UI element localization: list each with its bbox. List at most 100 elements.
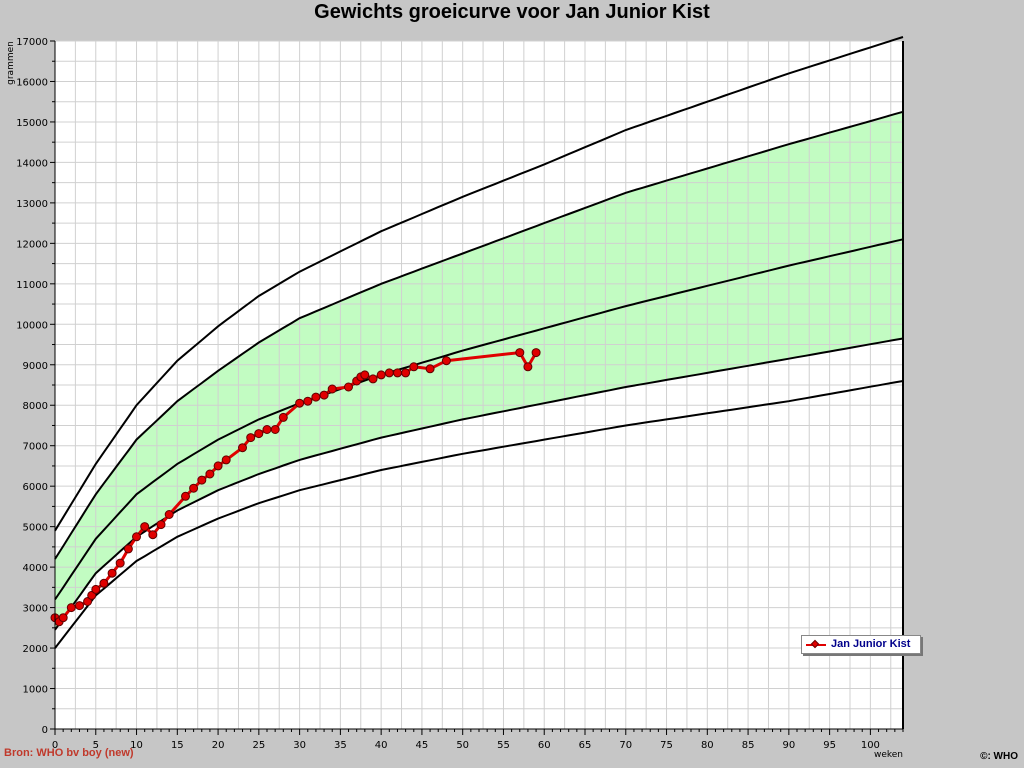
data-point <box>123 544 133 554</box>
x-tick-label: 25 <box>252 740 265 751</box>
y-tick-label: 15000 <box>16 118 48 129</box>
x-axis-label: weken <box>874 750 903 760</box>
data-point <box>515 348 525 358</box>
y-tick-label: 14000 <box>16 158 48 169</box>
chart-title: Gewichts groeicurve voor Jan Junior Kist <box>314 1 710 23</box>
x-tick-label: 85 <box>742 740 755 751</box>
data-point <box>425 364 435 374</box>
y-tick-label: 13000 <box>16 199 48 210</box>
data-point <box>327 384 337 394</box>
legend-marker-icon <box>806 644 826 646</box>
x-tick-label: 65 <box>579 740 592 751</box>
x-tick-label: 0 <box>52 740 58 751</box>
data-point <box>189 483 199 493</box>
data-point <box>441 356 451 366</box>
data-point <box>75 601 84 611</box>
data-point <box>58 613 68 623</box>
data-point <box>205 469 215 479</box>
y-tick-label: 1000 <box>23 685 48 696</box>
y-tick-label: 3000 <box>23 604 48 615</box>
normal-range-band <box>55 111 903 630</box>
x-tick-label: 100 <box>861 740 880 751</box>
data-point <box>246 433 256 443</box>
x-tick-label: 90 <box>782 740 795 751</box>
x-tick-label: 95 <box>823 740 836 751</box>
source-label: Bron: WHO bv boy (new) <box>4 747 134 759</box>
x-tick-label: 50 <box>456 740 469 751</box>
data-point <box>91 584 101 594</box>
data-point <box>132 532 141 542</box>
x-tick-label: 30 <box>293 740 306 751</box>
data-point <box>360 370 370 380</box>
data-point <box>83 597 93 606</box>
x-tick-label: 10 <box>130 740 143 751</box>
reference-curves <box>54 36 904 649</box>
data-point <box>303 396 313 406</box>
y-tick-label: 6000 <box>23 482 48 493</box>
x-tick-label: 75 <box>660 740 673 751</box>
data-point <box>531 348 541 358</box>
y-tick-label: 11000 <box>16 280 48 291</box>
x-tick-label: 60 <box>538 740 551 751</box>
x-tick-label: 15 <box>171 740 184 751</box>
data-point <box>278 412 288 422</box>
y-tick-label: 12000 <box>16 239 48 250</box>
x-tick-label: 45 <box>416 740 429 751</box>
data-point <box>156 520 166 530</box>
legend: Jan Junior Kist <box>801 635 921 654</box>
y-tick-label: 16000 <box>16 77 48 88</box>
y-tick-label: 10000 <box>16 320 48 331</box>
x-axis-ticks: 0 5 10 15 20 25 30 35 40 45 50 55 60 65 70 75 80 85 90 95 10… <box>52 729 904 751</box>
y-tick-label: 2000 <box>23 644 48 655</box>
reference-curve-5 <box>54 36 904 532</box>
data-point <box>523 362 533 372</box>
data-point <box>344 382 353 392</box>
data-point <box>197 475 207 485</box>
y-tick-label: 4000 <box>23 563 48 574</box>
data-point <box>384 368 394 378</box>
y-axis-label: grammen <box>6 41 16 85</box>
copyright-label: ©: WHO <box>980 751 1018 762</box>
band-area <box>55 111 903 630</box>
y-tick-label: 7000 <box>23 442 48 453</box>
data-point <box>409 362 419 372</box>
data-point <box>311 392 321 402</box>
x-tick-label: 55 <box>497 740 510 751</box>
x-tick-label: 40 <box>375 740 388 751</box>
data-point <box>181 491 190 501</box>
y-tick-label: 0 <box>42 725 48 736</box>
data-point <box>115 558 125 568</box>
data-point <box>238 443 247 453</box>
data-point <box>393 368 402 378</box>
data-point <box>164 510 174 519</box>
x-tick-label: 20 <box>212 740 225 751</box>
x-tick-label: 70 <box>619 740 632 751</box>
data-point <box>376 370 386 380</box>
x-tick-label: 80 <box>701 740 714 751</box>
reference-curve-4 <box>54 110 904 560</box>
data-point <box>213 461 223 471</box>
x-tick-label: 35 <box>334 740 347 751</box>
y-tick-label: 17000 <box>16 37 48 48</box>
y-tick-label: 9000 <box>23 361 48 372</box>
y-tick-label: 8000 <box>23 401 48 412</box>
data-point <box>99 578 109 588</box>
reference-curve-1 <box>54 380 904 649</box>
data-point <box>401 368 411 378</box>
data-point <box>254 429 264 439</box>
reference-curve-3 <box>54 238 904 601</box>
data-point <box>66 603 76 613</box>
data-point <box>87 590 97 600</box>
data-point <box>107 568 117 578</box>
y-tick-label: 5000 <box>23 523 48 534</box>
data-point <box>140 522 150 532</box>
data-point <box>270 425 280 434</box>
y-axis-ticks: 0 1000 2000 3000 4000 5000 6000 7000 8000 9000 100… <box>16 37 55 736</box>
weight-series <box>50 348 541 627</box>
reference-curve-2 <box>54 337 904 631</box>
data-point <box>148 530 158 540</box>
x-tick-label: 5 <box>93 740 99 751</box>
data-point <box>221 455 231 465</box>
data-point <box>262 425 272 434</box>
